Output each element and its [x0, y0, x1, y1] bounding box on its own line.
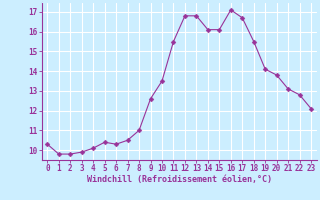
X-axis label: Windchill (Refroidissement éolien,°C): Windchill (Refroidissement éolien,°C): [87, 175, 272, 184]
